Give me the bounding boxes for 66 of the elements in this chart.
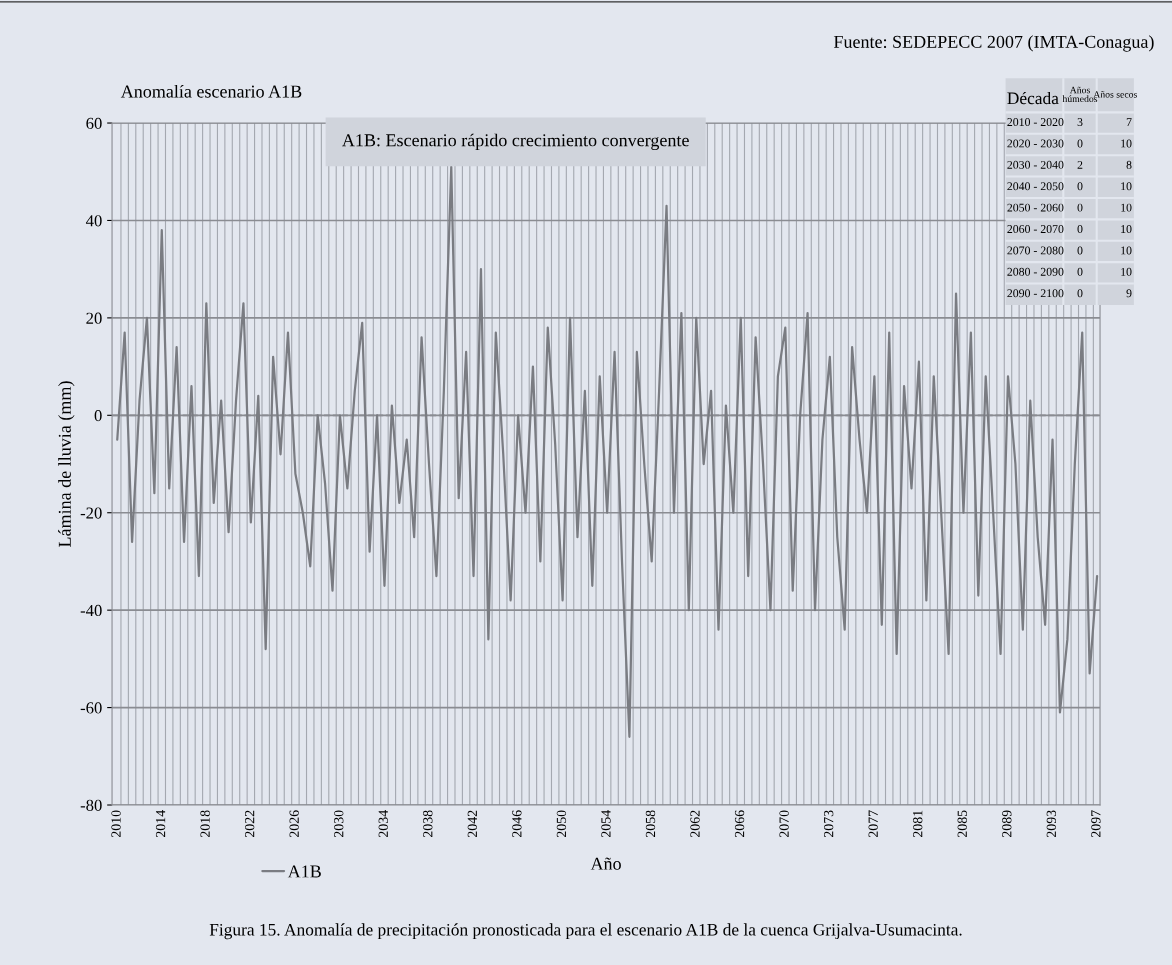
x-tick-label: 2054 bbox=[601, 810, 611, 838]
data-label: 0 bbox=[1077, 289, 1083, 298]
x-tick-label: 2018 bbox=[200, 810, 210, 838]
x-tick-label: 2030 bbox=[334, 810, 344, 838]
category-label: 2060 - 2070 bbox=[1007, 225, 1064, 234]
data-label: 10 bbox=[1121, 225, 1132, 234]
x-tick-label: 2077 bbox=[868, 810, 878, 838]
data-label: 10 bbox=[1121, 182, 1132, 191]
data-label: 9 bbox=[1126, 289, 1132, 298]
x-tick-label: 2058 bbox=[645, 810, 656, 838]
y-tick-label: 60 bbox=[86, 117, 102, 129]
x-tick-label: 2042 bbox=[467, 810, 478, 838]
annotation: A1B: Escenario rápido crecimiento convergente bbox=[342, 133, 689, 151]
x-tick-label: 2034 bbox=[378, 810, 388, 838]
x-tick-label: 2022 bbox=[244, 810, 255, 838]
y-tick-label: 20 bbox=[86, 312, 102, 324]
category-label: 2090 - 2100 bbox=[1007, 289, 1064, 298]
x-tick-label: 2050 bbox=[556, 810, 567, 838]
x-axis-title: Año bbox=[590, 857, 621, 870]
x-tick-label: 2014 bbox=[155, 810, 166, 838]
y-axis-title: Lámina de lluvia (mm) bbox=[58, 381, 75, 547]
y-tick-label: -40 bbox=[80, 604, 102, 617]
data-label: 0 bbox=[1077, 203, 1083, 212]
x-tick-label: 2085 bbox=[957, 810, 967, 838]
x-tick-label: 2089 bbox=[1002, 810, 1012, 838]
x-tick-label: 2093 bbox=[1046, 810, 1057, 838]
data-label: 2 bbox=[1077, 160, 1083, 169]
category-label: 2040 - 2050 bbox=[1007, 182, 1064, 191]
text: Figura 15. Anomalía de precipitación pronosticada para el escenario A1B de la cuenca Grijalva-Usumacinta. bbox=[209, 923, 962, 940]
x-tick-label: 2010 bbox=[111, 810, 121, 838]
category-label: 2020 - 2030 bbox=[1007, 139, 1064, 148]
data-label: 0 bbox=[1077, 225, 1083, 234]
x-tick-label: 2038 bbox=[423, 810, 433, 838]
source-note: Fuente: SEDEPECC 2007 (IMTA-Conagua) bbox=[833, 35, 1154, 52]
data-label: 10 bbox=[1121, 139, 1132, 148]
y-tick-label: -80 bbox=[80, 799, 102, 811]
category-label: 2010 - 2020 bbox=[1007, 118, 1064, 127]
data-label: 3 bbox=[1077, 118, 1083, 127]
data-label: 10 bbox=[1121, 246, 1132, 255]
x-tick-label: 2026 bbox=[289, 810, 299, 838]
x-tick-label: 2073 bbox=[823, 810, 834, 838]
text: Década bbox=[1007, 91, 1059, 105]
data-label: 0 bbox=[1077, 267, 1083, 276]
y-tick-label: -60 bbox=[80, 702, 102, 714]
y-tick-label: -20 bbox=[80, 507, 102, 519]
x-tick-label: 2097 bbox=[1091, 810, 1101, 838]
x-tick-label: 2081 bbox=[913, 810, 923, 838]
data-label: 10 bbox=[1121, 267, 1132, 276]
chart-title: Anomalía escenario A1B bbox=[120, 84, 302, 98]
data-label: 0 bbox=[1077, 139, 1083, 148]
category-label: 2080 - 2090 bbox=[1007, 267, 1064, 276]
legend-label: A1B bbox=[287, 865, 321, 878]
category-label: 2050 - 2060 bbox=[1007, 203, 1064, 212]
y-tick-label: 40 bbox=[85, 215, 102, 227]
category-label: 2070 - 2080 bbox=[1007, 246, 1064, 255]
category-label: 2030 - 2040 bbox=[1007, 160, 1064, 169]
data-label: 7 bbox=[1126, 118, 1132, 126]
data-label: 10 bbox=[1121, 203, 1132, 212]
x-tick-label: 2046 bbox=[512, 810, 522, 838]
x-tick-label: 2062 bbox=[690, 810, 700, 838]
x-tick-label: 2070 bbox=[779, 810, 789, 838]
y-tick-label: 0 bbox=[94, 410, 102, 422]
x-tick-label: 2066 bbox=[734, 810, 745, 838]
data-label: 0 bbox=[1077, 182, 1083, 191]
data-label: 0 bbox=[1077, 246, 1083, 255]
data-label: 8 bbox=[1126, 160, 1132, 169]
